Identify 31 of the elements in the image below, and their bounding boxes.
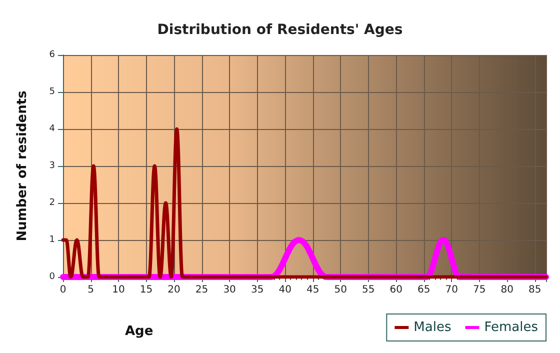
chart-title: Distribution of Residents' Ages — [157, 22, 403, 38]
x-tick-label: 5 — [88, 284, 94, 296]
y-tick-label: 5 — [49, 87, 55, 97]
x-tick-label: 20 — [168, 284, 180, 296]
x-tick-label: 35 — [250, 284, 264, 296]
y-tick-label: 3 — [49, 161, 55, 171]
x-tick-label: 65 — [417, 284, 430, 296]
x-tick-label: 45 — [306, 284, 320, 296]
x-tick-label: 60 — [390, 284, 402, 296]
x-tick-label: 70 — [445, 284, 458, 296]
y-tick-label: 0 — [49, 272, 56, 282]
x-tick-label: 50 — [334, 284, 347, 296]
legend-label: Males — [414, 320, 452, 335]
x-tick-label: 40 — [278, 284, 292, 296]
x-tick-label: 0 — [60, 284, 66, 296]
x-tick-label: 25 — [195, 284, 208, 296]
legend-label: Females — [484, 320, 538, 335]
x-tick-label: 10 — [112, 284, 125, 296]
x-tick-label: 55 — [362, 284, 375, 296]
y-axis-title: Number of residents — [15, 90, 30, 242]
x-tick-label: 75 — [473, 284, 486, 296]
y-tick-label: 2 — [49, 198, 55, 208]
y-tick-label: 4 — [49, 124, 56, 134]
y-tick-label: 6 — [49, 50, 56, 60]
x-axis-title: Age — [125, 324, 154, 339]
x-tick-label: 85 — [528, 284, 542, 296]
x-tick-label: 30 — [223, 284, 236, 296]
line-series — [61, 127, 548, 279]
y-tick-label: 1 — [49, 235, 55, 245]
x-tick-label: 15 — [140, 284, 153, 296]
x-tick-label: 80 — [500, 284, 514, 296]
